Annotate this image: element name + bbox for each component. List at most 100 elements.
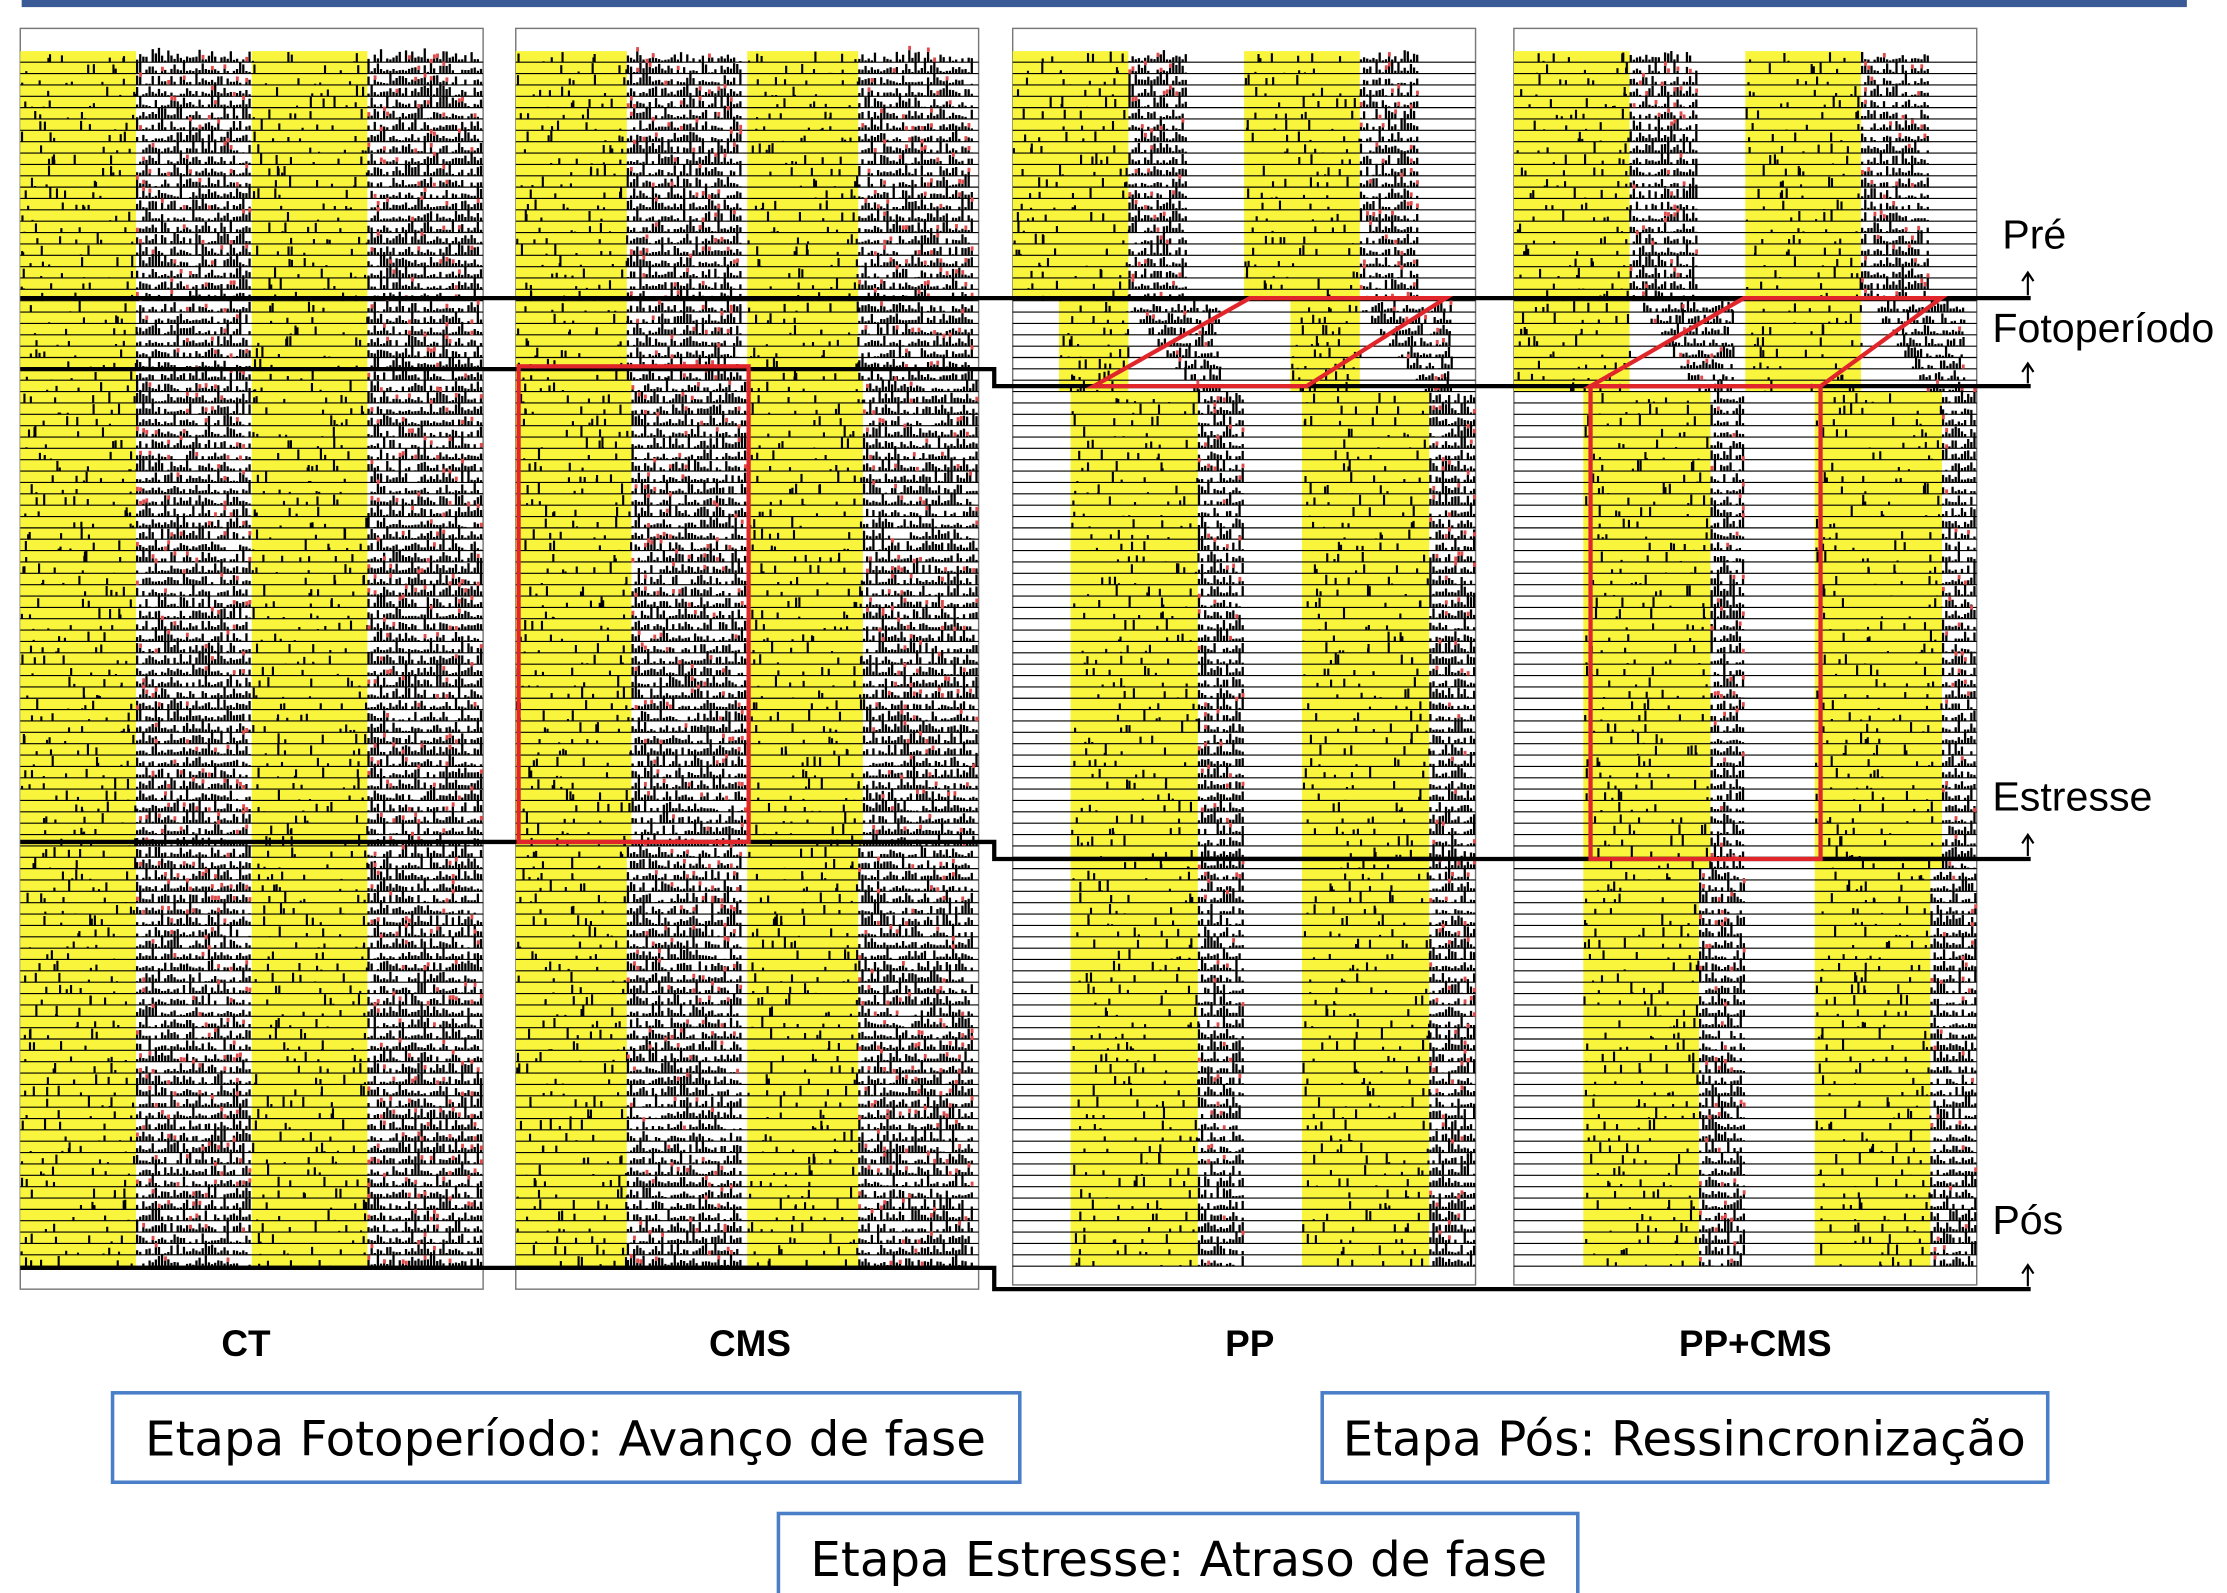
light-phase xyxy=(516,505,632,516)
light-phase xyxy=(747,1119,858,1130)
light-phase xyxy=(1815,823,1942,834)
light-phase xyxy=(747,221,858,232)
light-phase xyxy=(1583,1028,1699,1039)
light-phase xyxy=(1071,1096,1198,1107)
light-phase xyxy=(1514,301,1630,312)
light-phase xyxy=(1815,562,1942,573)
light-phase xyxy=(1071,608,1198,619)
light-phase xyxy=(747,97,858,108)
light-phase xyxy=(516,914,627,925)
light-phase xyxy=(20,51,136,62)
light-phase xyxy=(20,74,136,85)
light-phase xyxy=(1071,642,1198,653)
light-phase xyxy=(516,687,632,698)
light-phase xyxy=(516,846,627,857)
light-phase xyxy=(516,744,632,755)
light-phase xyxy=(1583,937,1699,948)
light-phase xyxy=(20,97,136,108)
light-phase xyxy=(1583,846,1710,857)
light-phase xyxy=(1583,676,1710,687)
light-phase xyxy=(747,846,858,857)
light-phase xyxy=(747,1176,858,1187)
light-phase xyxy=(1302,551,1429,562)
light-phase xyxy=(1583,1244,1699,1255)
light-phase xyxy=(1815,1028,1931,1039)
light-phase xyxy=(1302,1176,1429,1187)
light-phase xyxy=(747,858,858,869)
light-phase xyxy=(1815,960,1931,971)
light-phase xyxy=(1071,937,1198,948)
light-phase xyxy=(747,471,863,482)
light-phase xyxy=(516,460,632,471)
light-phase xyxy=(1514,153,1630,164)
light-phase xyxy=(1815,664,1942,675)
light-phase xyxy=(20,244,136,255)
note: Etapa Pós: Ressincronização xyxy=(1343,1411,2026,1467)
light-phase xyxy=(252,1017,368,1028)
light-phase xyxy=(1514,210,1630,221)
light-phase xyxy=(1071,846,1198,857)
light-phase xyxy=(1071,1017,1198,1028)
light-phase xyxy=(1745,119,1861,130)
light-phase xyxy=(20,187,136,198)
light-phase xyxy=(1302,460,1429,471)
light-phase xyxy=(1244,244,1360,255)
light-phase xyxy=(252,312,368,323)
light-phase xyxy=(516,108,627,119)
light-phase xyxy=(20,1107,136,1118)
light-phase xyxy=(20,733,136,744)
note: Etapa Fotoperíodo: Avanço de fase xyxy=(145,1411,986,1467)
light-phase xyxy=(1745,153,1861,164)
light-phase xyxy=(252,596,368,607)
light-phase xyxy=(1302,1051,1429,1062)
light-phase xyxy=(1583,1130,1699,1141)
light-phase xyxy=(1815,653,1942,664)
light-phase xyxy=(1302,1096,1429,1107)
light-phase xyxy=(20,721,136,732)
light-phase xyxy=(1302,1221,1429,1232)
light-phase xyxy=(1583,994,1699,1005)
light-phase xyxy=(1071,1255,1198,1266)
light-phase xyxy=(1745,221,1861,232)
light-phase xyxy=(252,1085,368,1096)
light-phase xyxy=(1071,460,1198,471)
light-phase xyxy=(1302,1107,1429,1118)
light-phase xyxy=(1071,483,1198,494)
phase-label: Estresse xyxy=(1992,774,2152,820)
light-phase xyxy=(1583,971,1699,982)
light-phase xyxy=(1583,733,1710,744)
light-phase xyxy=(20,574,136,585)
light-phase xyxy=(516,74,627,85)
light-phase xyxy=(1815,608,1942,619)
light-phase xyxy=(20,869,136,880)
light-phase xyxy=(252,699,368,710)
light-phase xyxy=(252,449,368,460)
light-phase xyxy=(516,1198,627,1209)
light-phase xyxy=(747,971,858,982)
light-phase xyxy=(20,85,136,96)
light-phase xyxy=(1302,1062,1429,1073)
light-phase xyxy=(1815,1039,1931,1050)
light-phase xyxy=(1071,699,1198,710)
light-phase xyxy=(20,1153,136,1164)
light-phase xyxy=(1013,210,1129,221)
light-phase xyxy=(20,1198,136,1209)
light-phase xyxy=(20,278,136,289)
light-phase xyxy=(747,1153,858,1164)
light-phase xyxy=(1302,971,1429,982)
light-phase xyxy=(252,858,368,869)
light-phase xyxy=(20,165,136,176)
light-phase xyxy=(1071,903,1198,914)
light-phase xyxy=(1302,437,1429,448)
light-phase xyxy=(20,767,136,778)
light-phase xyxy=(1071,835,1198,846)
light-phase xyxy=(20,437,136,448)
light-phase xyxy=(747,1255,858,1266)
light-phase xyxy=(1071,1232,1198,1243)
light-phase xyxy=(1302,1130,1429,1141)
light-phase xyxy=(1815,1244,1931,1255)
light-phase xyxy=(747,324,858,335)
light-phase xyxy=(1745,85,1861,96)
light-phase xyxy=(1583,574,1710,585)
light-phase xyxy=(1302,1153,1429,1164)
